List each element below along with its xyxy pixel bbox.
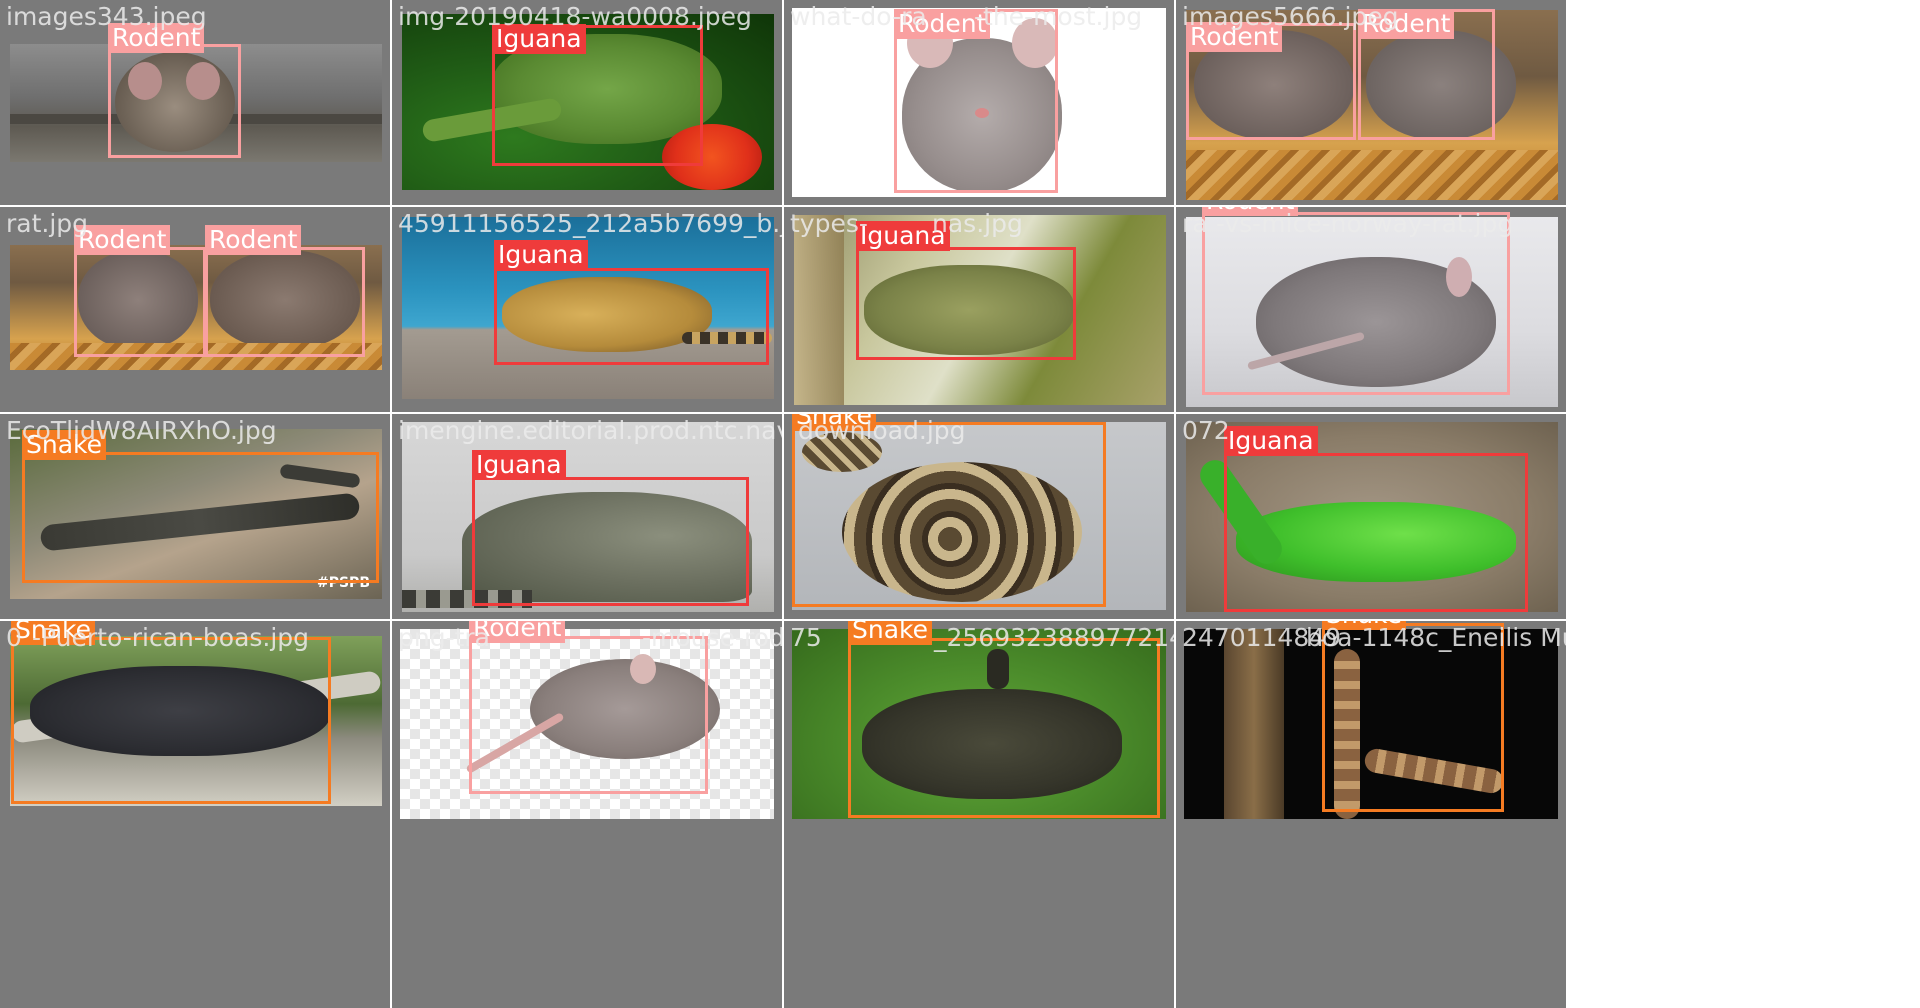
iguana-box xyxy=(492,25,703,166)
iguana-tag: Iguana xyxy=(472,450,566,480)
iguana-box xyxy=(1224,453,1528,612)
tile-filename-tail: -the-most.jpg xyxy=(974,2,1143,31)
tile-photo xyxy=(10,636,382,806)
tile-photo xyxy=(792,8,1166,197)
tile-filename-tail: _2569323889772145_1186 xyxy=(934,623,1174,652)
tile-photo xyxy=(10,245,382,370)
tile-filename: rat.jpg xyxy=(6,209,89,238)
snake-tag: Snake xyxy=(1322,621,1407,630)
tile-3: what-do-ra -the-most.jpg Rodent xyxy=(784,0,1174,205)
tile-12: 072 Iguana xyxy=(1176,414,1566,619)
tile-filename-tail: -Puerto-rican-boas.jpg xyxy=(32,623,310,652)
rodent-tag: Rodent xyxy=(74,225,171,255)
tile-photo xyxy=(792,629,1166,819)
tile-7: types- nas.jpg Iguana xyxy=(784,207,1174,412)
tile-filename: download.jpg xyxy=(798,416,966,445)
snake-tag: Snake xyxy=(11,621,96,645)
tile-filename: png-tra xyxy=(398,623,491,652)
rodent-box xyxy=(74,247,206,357)
tile-2: img-20190418-wa0008.jpeg Iguana xyxy=(392,0,782,205)
tile-photo xyxy=(1184,629,1558,819)
tile-8: ra -vs-mice-norway-rat.jpg Rodent xyxy=(1176,207,1566,412)
tile-14: png-tra -mouse-rod Rodent xyxy=(392,621,782,1008)
iguana-tag: Iguana xyxy=(494,240,588,270)
snake-box xyxy=(848,638,1160,818)
tile-4: images5666.jpeg Rodent Rodent xyxy=(1176,0,1566,205)
snake-box xyxy=(22,452,379,583)
tile-5: rat.jpg Rodent Rodent xyxy=(0,207,390,412)
rodent-tag: Rodent xyxy=(894,9,991,39)
tile-filename: ra xyxy=(1182,209,1208,238)
tile-filename-tail: -mouse-rod xyxy=(642,623,782,652)
tile-10: imengine.editorial.prod.ntc.navigacloud … xyxy=(392,414,782,619)
iguana-box xyxy=(494,268,769,365)
tile-filename-tail: boa-1148c_Eneilis Mulero xyxy=(1306,623,1566,652)
tile-photo xyxy=(402,217,774,399)
tile-1: images343.jpeg Rodent xyxy=(0,0,390,205)
tile-11: download.jpg Snake xyxy=(784,414,1174,619)
rodent-box xyxy=(469,636,708,794)
snake-box xyxy=(792,422,1106,607)
rodent-box xyxy=(108,44,241,158)
rodent-tag: Rodent xyxy=(1186,22,1283,52)
rodent-tag: Rodent xyxy=(1358,9,1455,39)
tile-filename: 75 xyxy=(790,623,822,652)
rodent-box xyxy=(1202,212,1510,395)
tile-15: 75 _2569323889772145_1186 Snake xyxy=(784,621,1174,1008)
tile-filename: imengine.editorial.prod.ntc.navigacloud xyxy=(398,416,782,445)
tile-filename: 0 xyxy=(6,623,22,652)
rodent-tag: Rodent xyxy=(205,225,302,255)
snake-box xyxy=(11,637,331,804)
tile-photo xyxy=(400,629,774,819)
rodent-tag: Rodent xyxy=(469,621,566,643)
tile-9: #PSPB EcoTlidW8AIRXhO.jpg Snake xyxy=(0,414,390,619)
tile-filename-tail: -vs-mice-norway-rat.jpg xyxy=(1216,209,1514,238)
tile-filename: 072 xyxy=(1182,416,1230,445)
tile-6: 45911156525_212a5b7699_b.jpeg Iguana xyxy=(392,207,782,412)
tile-16: 2470114849 boa-1148c_Eneilis Mulero Snak… xyxy=(1176,621,1566,1008)
snake-tag: Snake xyxy=(792,414,877,431)
rodent-tag: Rodent xyxy=(108,23,205,53)
iguana-tag: Iguana xyxy=(856,221,950,251)
snake-tag: Snake xyxy=(22,430,107,460)
rodent-box xyxy=(205,247,365,357)
iguana-tag: Iguana xyxy=(492,24,586,54)
iguana-tag: Iguana xyxy=(1224,426,1318,456)
tile-filename: types- xyxy=(790,209,868,238)
tile-filename: 45911156525_212a5b7699_b.jpeg xyxy=(398,209,782,238)
tile-filename: 2470114849 xyxy=(1182,623,1342,652)
iguana-box xyxy=(472,477,749,606)
tile-filename: images5666.jpeg xyxy=(1182,2,1399,31)
snake-tag: Snake xyxy=(848,621,933,645)
tile-photo xyxy=(1186,217,1558,407)
tile-filename: what-do-ra xyxy=(790,2,927,31)
tile-filename: EcoTlidW8AIRXhO.jpg xyxy=(6,416,277,445)
tile-filename: img-20190418-wa0008.jpeg xyxy=(398,2,752,31)
tile-13: 0 -Puerto-rican-boas.jpg Snake xyxy=(0,621,390,1008)
tile-filename: images343.jpeg xyxy=(6,2,207,31)
snake-box xyxy=(1322,623,1504,812)
iguana-box xyxy=(856,247,1076,360)
tile-filename-tail: nas.jpg xyxy=(932,209,1023,238)
tile-photo xyxy=(10,44,382,162)
rodent-tag: Rodent xyxy=(1202,207,1299,216)
